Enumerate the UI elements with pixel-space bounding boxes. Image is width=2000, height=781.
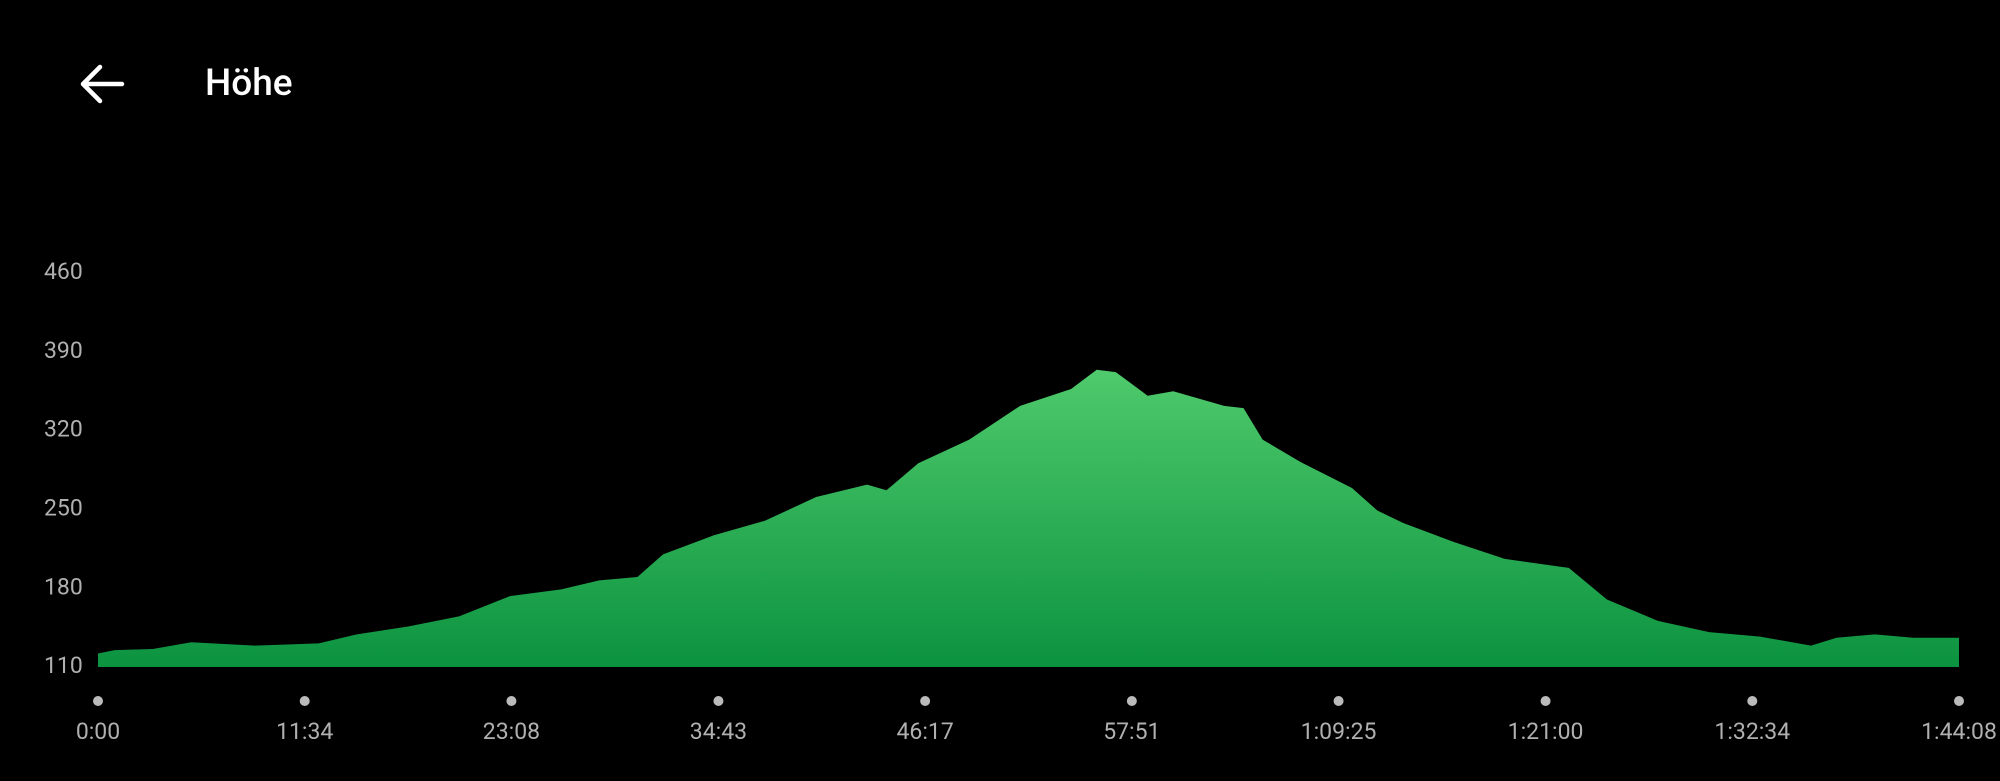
x-tick-dot bbox=[93, 696, 103, 706]
x-tick-label: 1:21:00 bbox=[1508, 718, 1584, 745]
x-tick-label: 0:00 bbox=[76, 718, 120, 745]
y-tick-label: 180 bbox=[44, 573, 83, 600]
y-tick-label: 460 bbox=[44, 258, 83, 285]
y-tick-label: 110 bbox=[44, 652, 83, 679]
x-tick-label: 1:09:25 bbox=[1301, 718, 1377, 745]
x-tick-dot bbox=[1333, 696, 1344, 706]
x-tick-dot bbox=[506, 696, 517, 706]
back-button[interactable] bbox=[80, 64, 125, 104]
y-tick-label: 320 bbox=[44, 416, 83, 443]
x-tick-label: 34:43 bbox=[690, 718, 747, 745]
x-tick-label: 1:32:34 bbox=[1714, 718, 1790, 745]
x-tick-dot bbox=[299, 696, 310, 706]
y-tick-label: 390 bbox=[44, 337, 83, 364]
x-tick-dot bbox=[1126, 696, 1137, 706]
x-tick-dot bbox=[920, 696, 931, 706]
x-tick-label: 23:08 bbox=[483, 718, 540, 745]
x-tick-label: 57:51 bbox=[1103, 718, 1160, 745]
x-tick-label: 11:34 bbox=[276, 718, 333, 745]
x-tick-label: 1:44:08 bbox=[1921, 718, 1997, 745]
x-tick-dot bbox=[1540, 696, 1551, 706]
page-title: Höhe bbox=[205, 62, 293, 105]
elevation-area bbox=[98, 369, 1959, 667]
x-tick-label: 46:17 bbox=[897, 718, 954, 745]
x-tick-dot bbox=[1954, 696, 1964, 706]
x-tick-dot bbox=[713, 696, 724, 706]
x-tick-dot bbox=[1747, 696, 1758, 706]
y-tick-label: 250 bbox=[44, 494, 83, 521]
